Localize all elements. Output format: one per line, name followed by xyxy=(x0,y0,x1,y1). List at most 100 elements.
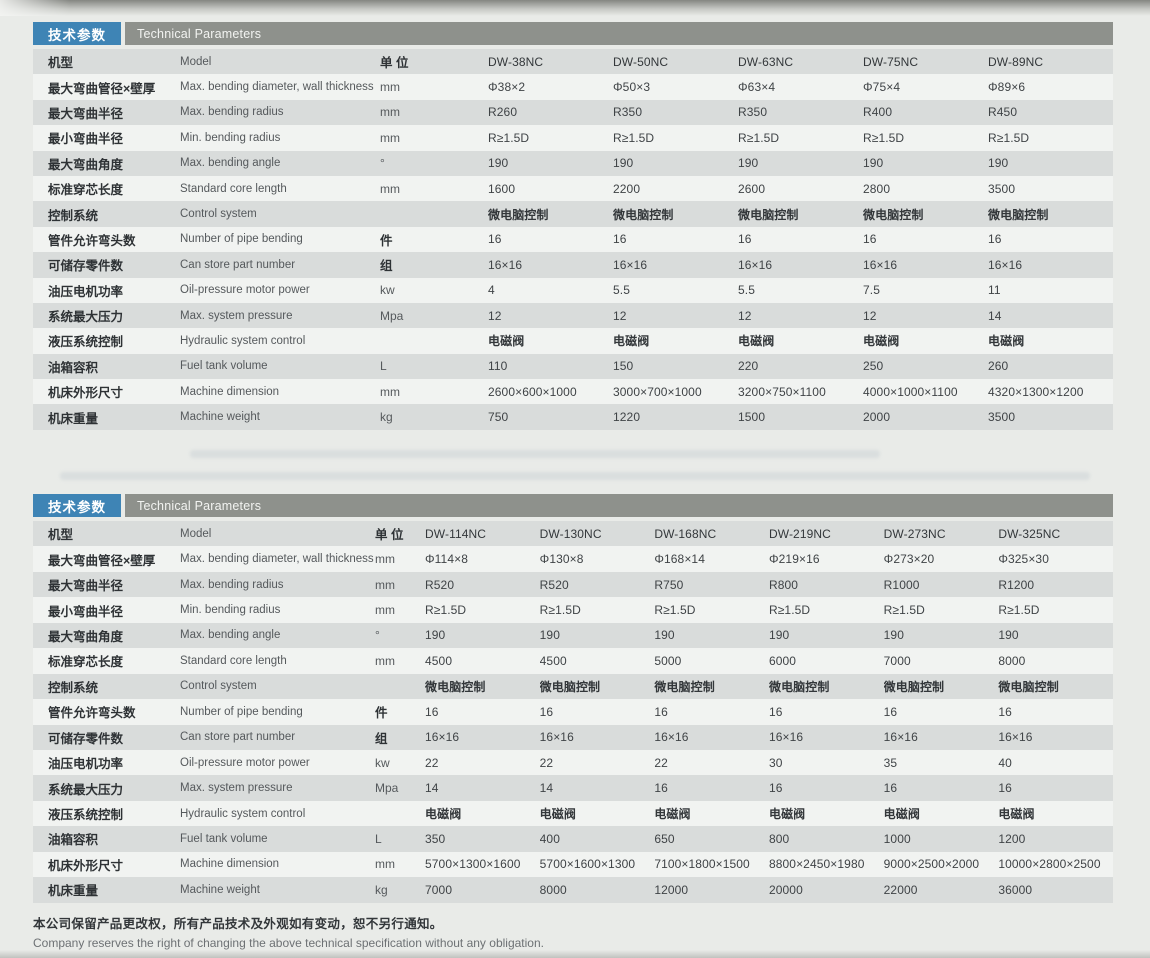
table-row: 机床外形尺寸 Machine dimension mm 2600×600×1000 30… xyxy=(33,379,1113,405)
value-cell: 16 xyxy=(539,704,554,719)
row-label-en: Hydraulic system control xyxy=(180,334,306,347)
value-cell: 微电脑控制 xyxy=(998,679,1059,694)
table-2-title-cn: 技术参数 xyxy=(33,494,121,517)
row-unit: mm xyxy=(375,857,395,872)
row-label-en: Max. system pressure xyxy=(180,309,293,322)
table-1-body: 机型 Model 单 位 DW-38NC DW-50NC DW-63NC DW-75NC DW… xyxy=(33,49,1113,430)
table-2-body: 机型 Model 单 位 DW-114NC DW-130NC DW-168NC DW-219… xyxy=(33,521,1113,903)
value-cell: 3500 xyxy=(988,181,1016,196)
table-row: 最大弯曲管径×壁厚 Max. bending diameter, wall thi… xyxy=(33,74,1113,100)
model-name-cell: DW-63NC xyxy=(738,54,794,69)
value-cell: Φ114×8 xyxy=(425,552,468,567)
row-unit: kw xyxy=(380,283,395,298)
value-cell: 750 xyxy=(488,410,509,425)
value-cell: 16 xyxy=(613,232,627,247)
value-cell: 220 xyxy=(738,359,759,374)
row-label-en: Max. bending radius xyxy=(180,106,284,119)
row-label-cn: 机床重量 xyxy=(48,411,99,426)
value-cell: 2200 xyxy=(613,181,641,196)
row-label-cn: 可储存零件数 xyxy=(48,259,124,274)
row-label-en: Max. bending angle xyxy=(180,629,281,642)
value-cell: 1500 xyxy=(738,410,766,425)
table-row: 标准穿芯长度 Standard core length mm 4500 4500 5000… xyxy=(33,648,1113,674)
value-cell: R≥1.5D xyxy=(883,603,925,618)
value-cell: 5700×1600×1300 xyxy=(539,857,636,872)
value-cell: 5.5 xyxy=(738,283,755,298)
value-cell: Φ38×2 xyxy=(488,80,526,95)
value-cell: 12000 xyxy=(654,882,689,897)
table-2-title-en: Technical Parameters xyxy=(125,494,1113,517)
model-name-cell: DW-219NC xyxy=(768,526,831,541)
model-name-cell: DW-273NC xyxy=(883,526,946,541)
value-cell: 2600×600×1000 xyxy=(488,384,577,399)
scan-bottom-edge xyxy=(0,950,1150,958)
footer-note-cn: 本公司保留产品更改权，所有产品技术及外观如有变动，恕不另行通知。 xyxy=(33,917,443,931)
table-row: 管件允许弯头数 Number of pipe bending 件 16 16 16 16 16 xyxy=(33,226,1113,253)
value-cell: 30 xyxy=(768,755,783,770)
row-label-en: Control system xyxy=(180,680,257,693)
table-row: 机床重量 Machine weight kg 750 1220 1500 2000 3500 xyxy=(33,404,1113,430)
row-label-cn: 控制系统 xyxy=(48,208,99,223)
value-cell: 190 xyxy=(738,156,759,171)
footer-disclaimer: 本公司保留产品更改权，所有产品技术及外观如有变动，恕不另行通知。 Company… xyxy=(33,913,1113,950)
row-label-en: Standard core length xyxy=(180,182,287,195)
value-cell: 16 xyxy=(863,232,877,247)
value-cell: 2600 xyxy=(738,181,766,196)
table-row: 可储存零件数 Can store part number 组 16×16 16×16 16… xyxy=(33,252,1113,278)
value-cell: 电磁阀 xyxy=(654,807,691,822)
row-unit: 组 xyxy=(380,259,393,274)
row-label-en: Max. bending diameter, wall thickness xyxy=(180,81,374,94)
table-row: 控制系统 Control system 微电脑控制 微电脑控制 微电脑控制 微电脑控制 微电… xyxy=(33,673,1113,700)
table-row: 系统最大压力 Max. system pressure Mpa 14 14 16 16 16 1… xyxy=(33,775,1113,801)
row-label-en: Oil-pressure motor power xyxy=(180,284,310,297)
row-label-en: Machine weight xyxy=(180,411,260,424)
row-label-en: Model xyxy=(180,527,212,540)
value-cell: 800 xyxy=(768,831,790,846)
row-label-en: Min. bending radius xyxy=(180,604,281,617)
row-label-cn: 最大弯曲管径×壁厚 xyxy=(48,553,156,568)
value-cell: 微电脑控制 xyxy=(988,207,1049,222)
value-cell: 电磁阀 xyxy=(863,334,900,349)
table-row: 油箱容积 Fuel tank volume L 110 150 220 250 260 xyxy=(33,353,1113,380)
row-unit: mm xyxy=(375,603,395,618)
value-cell: R260 xyxy=(488,105,518,120)
page-showthrough xyxy=(60,472,1090,480)
value-cell: R450 xyxy=(988,105,1018,120)
value-cell: 12 xyxy=(863,308,877,323)
value-cell: 4000×1000×1100 xyxy=(863,384,958,399)
value-cell: R1000 xyxy=(883,577,920,592)
value-cell: 14 xyxy=(425,781,439,796)
row-label-cn: 标准穿芯长度 xyxy=(48,183,124,198)
value-cell: 16 xyxy=(998,704,1012,719)
value-cell: 36000 xyxy=(998,882,1033,897)
row-unit: 组 xyxy=(375,731,388,746)
value-cell: Φ89×6 xyxy=(988,80,1026,95)
value-cell: Φ50×3 xyxy=(613,80,651,95)
value-cell: 微电脑控制 xyxy=(425,679,486,694)
row-unit: mm xyxy=(380,130,400,145)
value-cell: 190 xyxy=(425,628,446,643)
value-cell: 14 xyxy=(988,308,1002,323)
row-label-cn: 液压系统控制 xyxy=(48,808,124,823)
value-cell: 22 xyxy=(425,755,439,770)
value-cell: 16 xyxy=(998,781,1012,796)
value-cell: Φ75×4 xyxy=(863,80,901,95)
value-cell: 190 xyxy=(863,156,884,171)
value-cell: 6000 xyxy=(768,653,797,668)
value-cell: 16×16 xyxy=(654,730,689,745)
value-cell: 电磁阀 xyxy=(988,334,1025,349)
table-1-title-cn: 技术参数 xyxy=(33,22,121,45)
value-cell: 5000 xyxy=(654,653,682,668)
value-cell: 16×16 xyxy=(738,257,773,272)
model-name-cell: DW-75NC xyxy=(863,54,919,69)
row-label-cn: 最大弯曲管径×壁厚 xyxy=(48,81,156,96)
value-cell: R≥1.5D xyxy=(654,603,696,618)
value-cell: 150 xyxy=(613,359,634,374)
value-cell: 7000 xyxy=(425,882,453,897)
row-label-cn: 机床外形尺寸 xyxy=(48,858,124,873)
model-name-cell: DW-50NC xyxy=(613,54,669,69)
row-label-en: Machine weight xyxy=(180,883,260,896)
value-cell: 190 xyxy=(613,156,634,171)
row-label-cn: 最大弯曲半径 xyxy=(48,106,124,121)
row-label-en: Fuel tank volume xyxy=(180,832,268,845)
